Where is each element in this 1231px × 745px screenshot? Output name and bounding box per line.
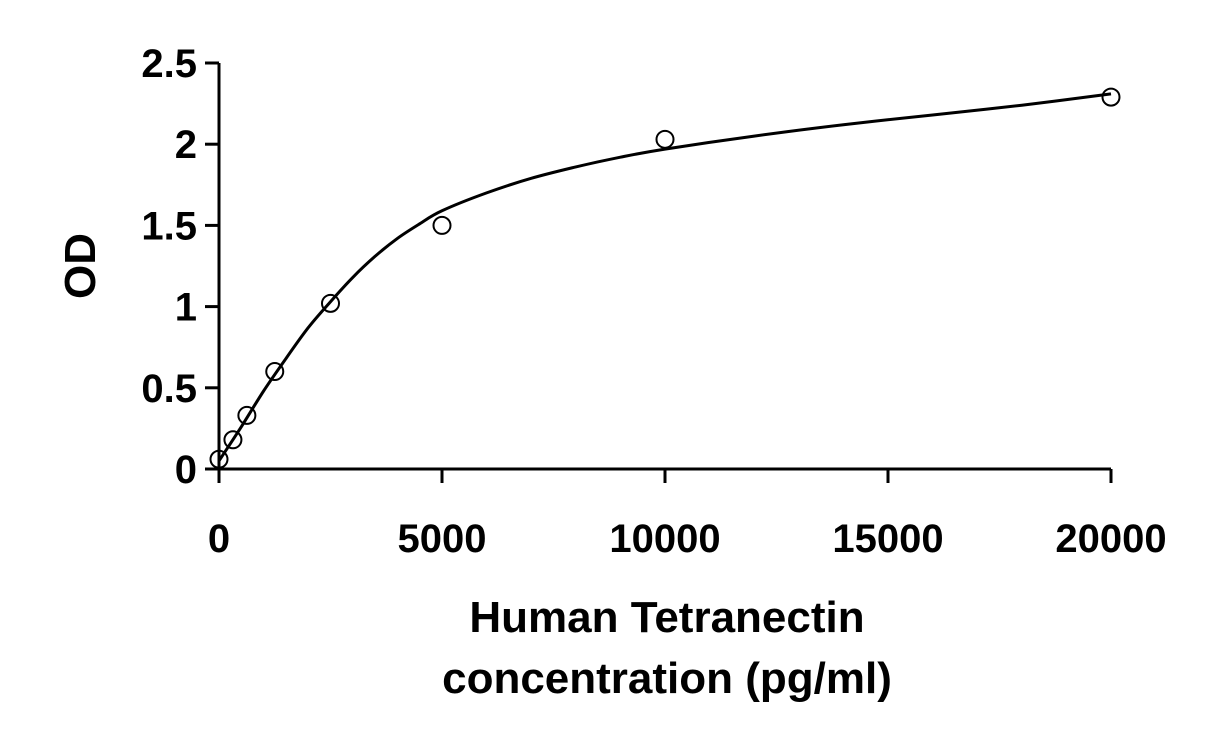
y-tick-label: 2.5: [141, 42, 197, 86]
y-axis-title: OD: [56, 233, 105, 299]
fit-curve-layer: [217, 92, 1112, 462]
data-point: [321, 293, 340, 313]
x-tick-label: 10000: [609, 517, 720, 561]
fit-curve: [217, 92, 1112, 462]
data-point: [265, 362, 285, 382]
y-tick-label: 1: [175, 286, 197, 330]
ticks: 0 0.5 1 1.5 2 2.5 0 5000 10000 15000 20000: [141, 42, 1166, 561]
x-axis-title-line-1: Human Tetranectin: [469, 593, 864, 642]
x-tick-label: 20000: [1055, 517, 1166, 561]
y-tick-label: 2: [175, 123, 197, 167]
data-point: [432, 215, 452, 235]
x-tick-label: 15000: [832, 517, 943, 561]
axes: [217, 63, 1111, 471]
data-point: [237, 405, 257, 425]
data-point: [1101, 87, 1121, 107]
y-tick-label: 0: [175, 448, 197, 492]
x-tick-label: 5000: [398, 517, 487, 561]
data-point: [655, 129, 675, 149]
data-points-layer: [209, 87, 1121, 469]
y-tick-label: 1.5: [141, 204, 197, 248]
data-point: [223, 430, 243, 450]
x-tick-label: 0: [208, 517, 230, 561]
y-tick-label: 0.5: [141, 367, 197, 411]
data-point: [209, 449, 229, 469]
x-axis-title-line-2: concentration (pg/ml): [442, 654, 892, 703]
